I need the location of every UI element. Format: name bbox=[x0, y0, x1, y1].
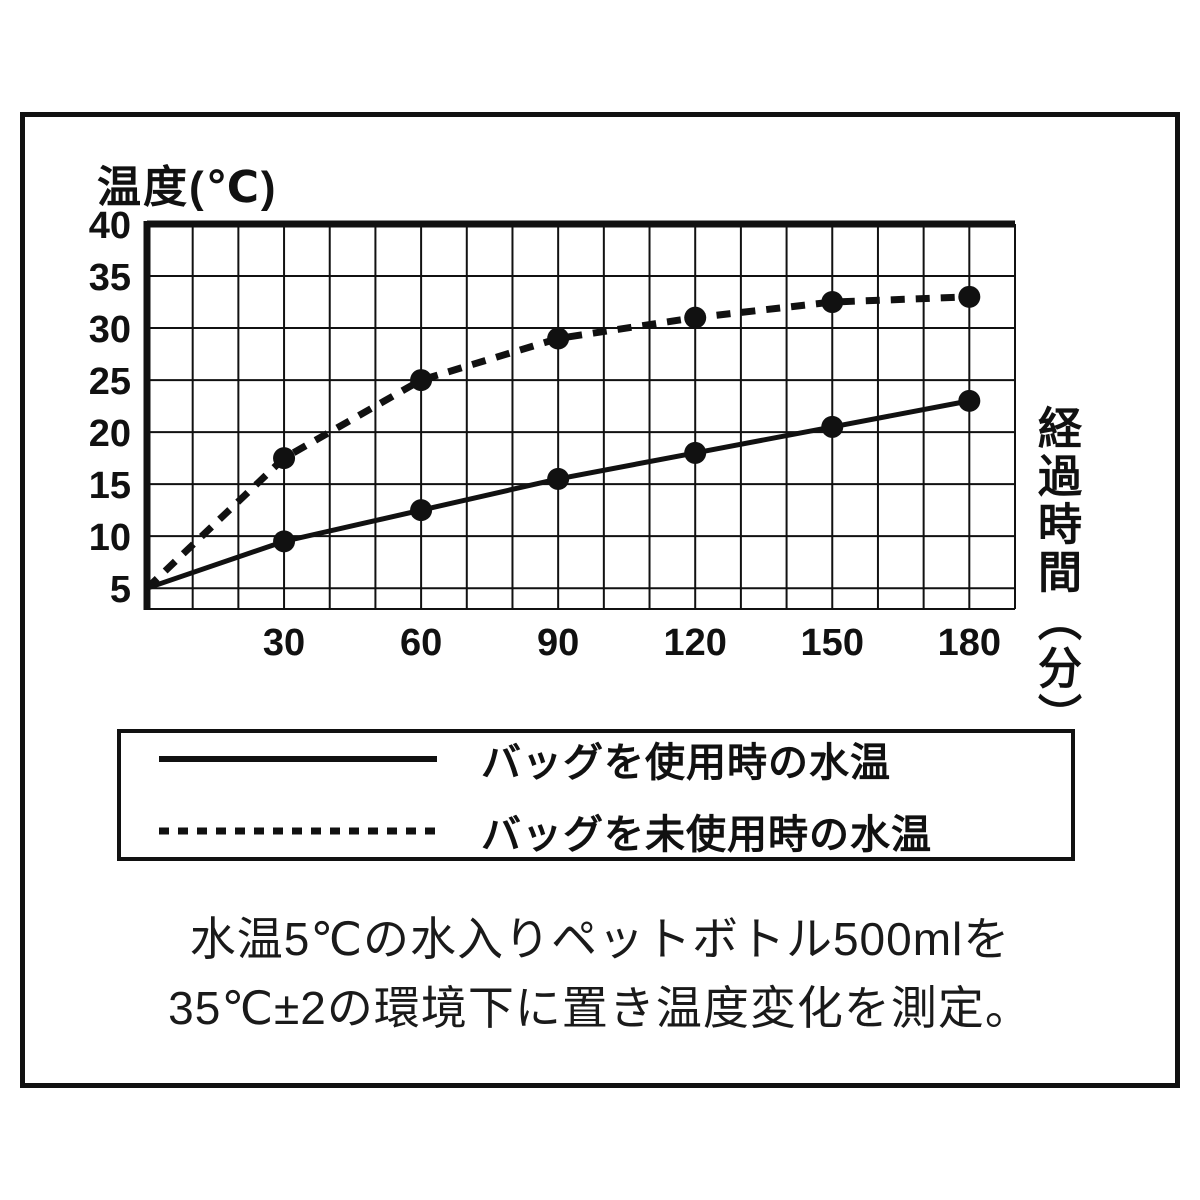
y-axis-title: 温度(℃) bbox=[97, 163, 278, 212]
legend-item-unused-bag: バッグを未使用時の水温 bbox=[157, 802, 1071, 860]
solid-line-sample bbox=[159, 756, 437, 762]
svg-text:60: 60 bbox=[400, 622, 442, 664]
svg-text:10: 10 bbox=[89, 517, 131, 559]
caption-line-2: 35℃±2の環境下に置き温度変化を測定。 bbox=[168, 982, 1032, 1034]
svg-text:35: 35 bbox=[89, 257, 131, 299]
svg-text:30: 30 bbox=[263, 622, 305, 664]
caption-line-1: 水温5℃の水入りペットボトル500mlを bbox=[189, 913, 1011, 965]
svg-text:40: 40 bbox=[89, 209, 131, 247]
dashed-line-sample bbox=[159, 827, 437, 835]
legend-label-used-bag: バッグを使用時の水温 bbox=[481, 741, 891, 785]
svg-text:15: 15 bbox=[89, 465, 131, 507]
x-axis-title: 経過時間（分） bbox=[1031, 405, 1080, 741]
svg-text:150: 150 bbox=[801, 622, 864, 664]
svg-text:20: 20 bbox=[89, 413, 131, 455]
svg-text:5: 5 bbox=[110, 569, 131, 611]
svg-text:120: 120 bbox=[664, 622, 727, 664]
line-chart: 5 10 15 20 25 30 35 40 30 60 90 120 150 180 bbox=[89, 209, 1016, 664]
svg-text:90: 90 bbox=[537, 622, 579, 664]
svg-text:25: 25 bbox=[89, 361, 131, 403]
outer-frame: 温度(℃) 5 10 15 20 25 30 35 40 30 60 90 120 150 180 経過時… bbox=[20, 112, 1180, 1088]
legend-item-used-bag: バッグを使用時の水温 bbox=[157, 730, 1071, 788]
legend-label-unused-bag: バッグを未使用時の水温 bbox=[481, 813, 932, 857]
caption: 水温5℃の水入りペットボトル500mlを 35℃±2の環境下に置き温度変化を測定… bbox=[25, 905, 1175, 1043]
svg-text:180: 180 bbox=[938, 622, 1001, 664]
svg-text:30: 30 bbox=[89, 309, 131, 351]
legend: バッグを使用時の水温 バッグを未使用時の水温 bbox=[117, 729, 1075, 861]
